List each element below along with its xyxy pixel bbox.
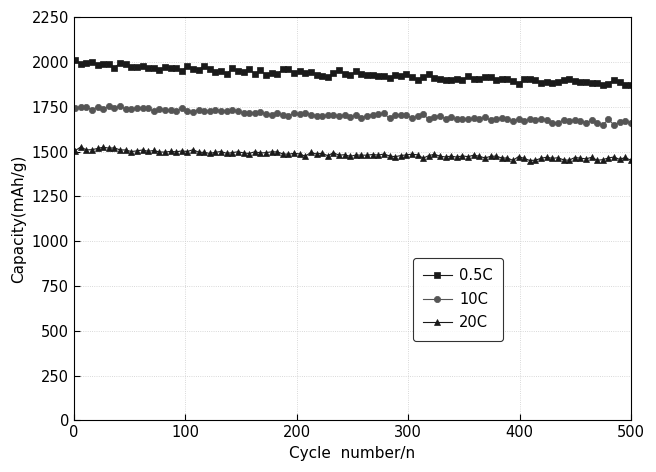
20C (408, 152, 416, 157)
20C (610, 154, 618, 160)
Line: 20C: 20C (72, 144, 634, 164)
X-axis label: Cycle  number/n: Cycle number/n (289, 446, 415, 461)
20C (593, 157, 601, 163)
0.5C (627, 82, 635, 88)
0.5C (599, 82, 607, 87)
10C (72, 106, 79, 111)
10C (588, 118, 596, 123)
0.5C (200, 63, 208, 68)
Line: 10C: 10C (72, 103, 634, 128)
Legend: 0.5C, 10C, 20C: 0.5C, 10C, 20C (413, 258, 503, 341)
20C (77, 144, 85, 150)
20C (363, 152, 371, 158)
0.5C (178, 68, 186, 74)
10C (116, 103, 124, 109)
10C (610, 122, 618, 128)
10C (206, 108, 214, 114)
10C (184, 108, 192, 114)
20C (184, 149, 192, 154)
0.5C (72, 58, 79, 63)
20C (627, 158, 635, 163)
0.5C (358, 72, 365, 77)
0.5C (582, 79, 590, 84)
0.5C (402, 71, 410, 77)
20C (526, 158, 534, 163)
10C (363, 113, 371, 118)
10C (604, 117, 612, 122)
10C (408, 115, 416, 121)
Y-axis label: Capacity(mAh/g): Capacity(mAh/g) (11, 155, 26, 283)
Line: 0.5C: 0.5C (72, 57, 634, 88)
10C (627, 120, 635, 126)
20C (72, 148, 79, 153)
20C (206, 151, 214, 156)
